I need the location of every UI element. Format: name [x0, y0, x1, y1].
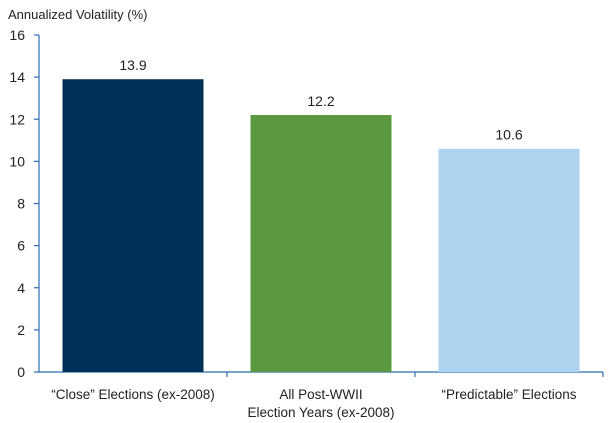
data-label: 10.6	[495, 127, 522, 143]
bars	[62, 79, 580, 372]
y-tick-label: 6	[17, 238, 25, 254]
y-tick-label: 2	[17, 322, 25, 338]
y-tick-label: 4	[17, 280, 25, 296]
y-tick-label: 12	[9, 111, 25, 127]
x-tick-label: All Post-WWII	[279, 387, 362, 402]
y-tick-label: 0	[17, 364, 25, 380]
bar	[62, 79, 204, 372]
x-tick-label: Election Years (ex-2008)	[247, 405, 394, 420]
x-tick-label: “Close” Elections (ex-2008)	[51, 387, 215, 402]
category-labels: “Close” Elections (ex-2008) All Post-WWII…	[51, 387, 577, 420]
y-axis-title: Annualized Volatility (%)	[8, 7, 147, 22]
bar	[438, 148, 580, 372]
y-tick-label: 14	[9, 69, 25, 85]
y-axis-ticks: 0 2 4 6 8 10 12 14 16	[9, 27, 39, 380]
x-tick-label: “Predictable” Elections	[441, 387, 576, 402]
y-tick-label: 16	[9, 27, 25, 43]
data-label: 12.2	[307, 93, 334, 109]
value-labels: 13.9 12.2 10.6	[119, 57, 522, 143]
bar	[250, 115, 392, 372]
y-tick-label: 10	[9, 153, 25, 169]
data-label: 13.9	[119, 57, 146, 73]
y-tick-label: 8	[17, 196, 25, 212]
